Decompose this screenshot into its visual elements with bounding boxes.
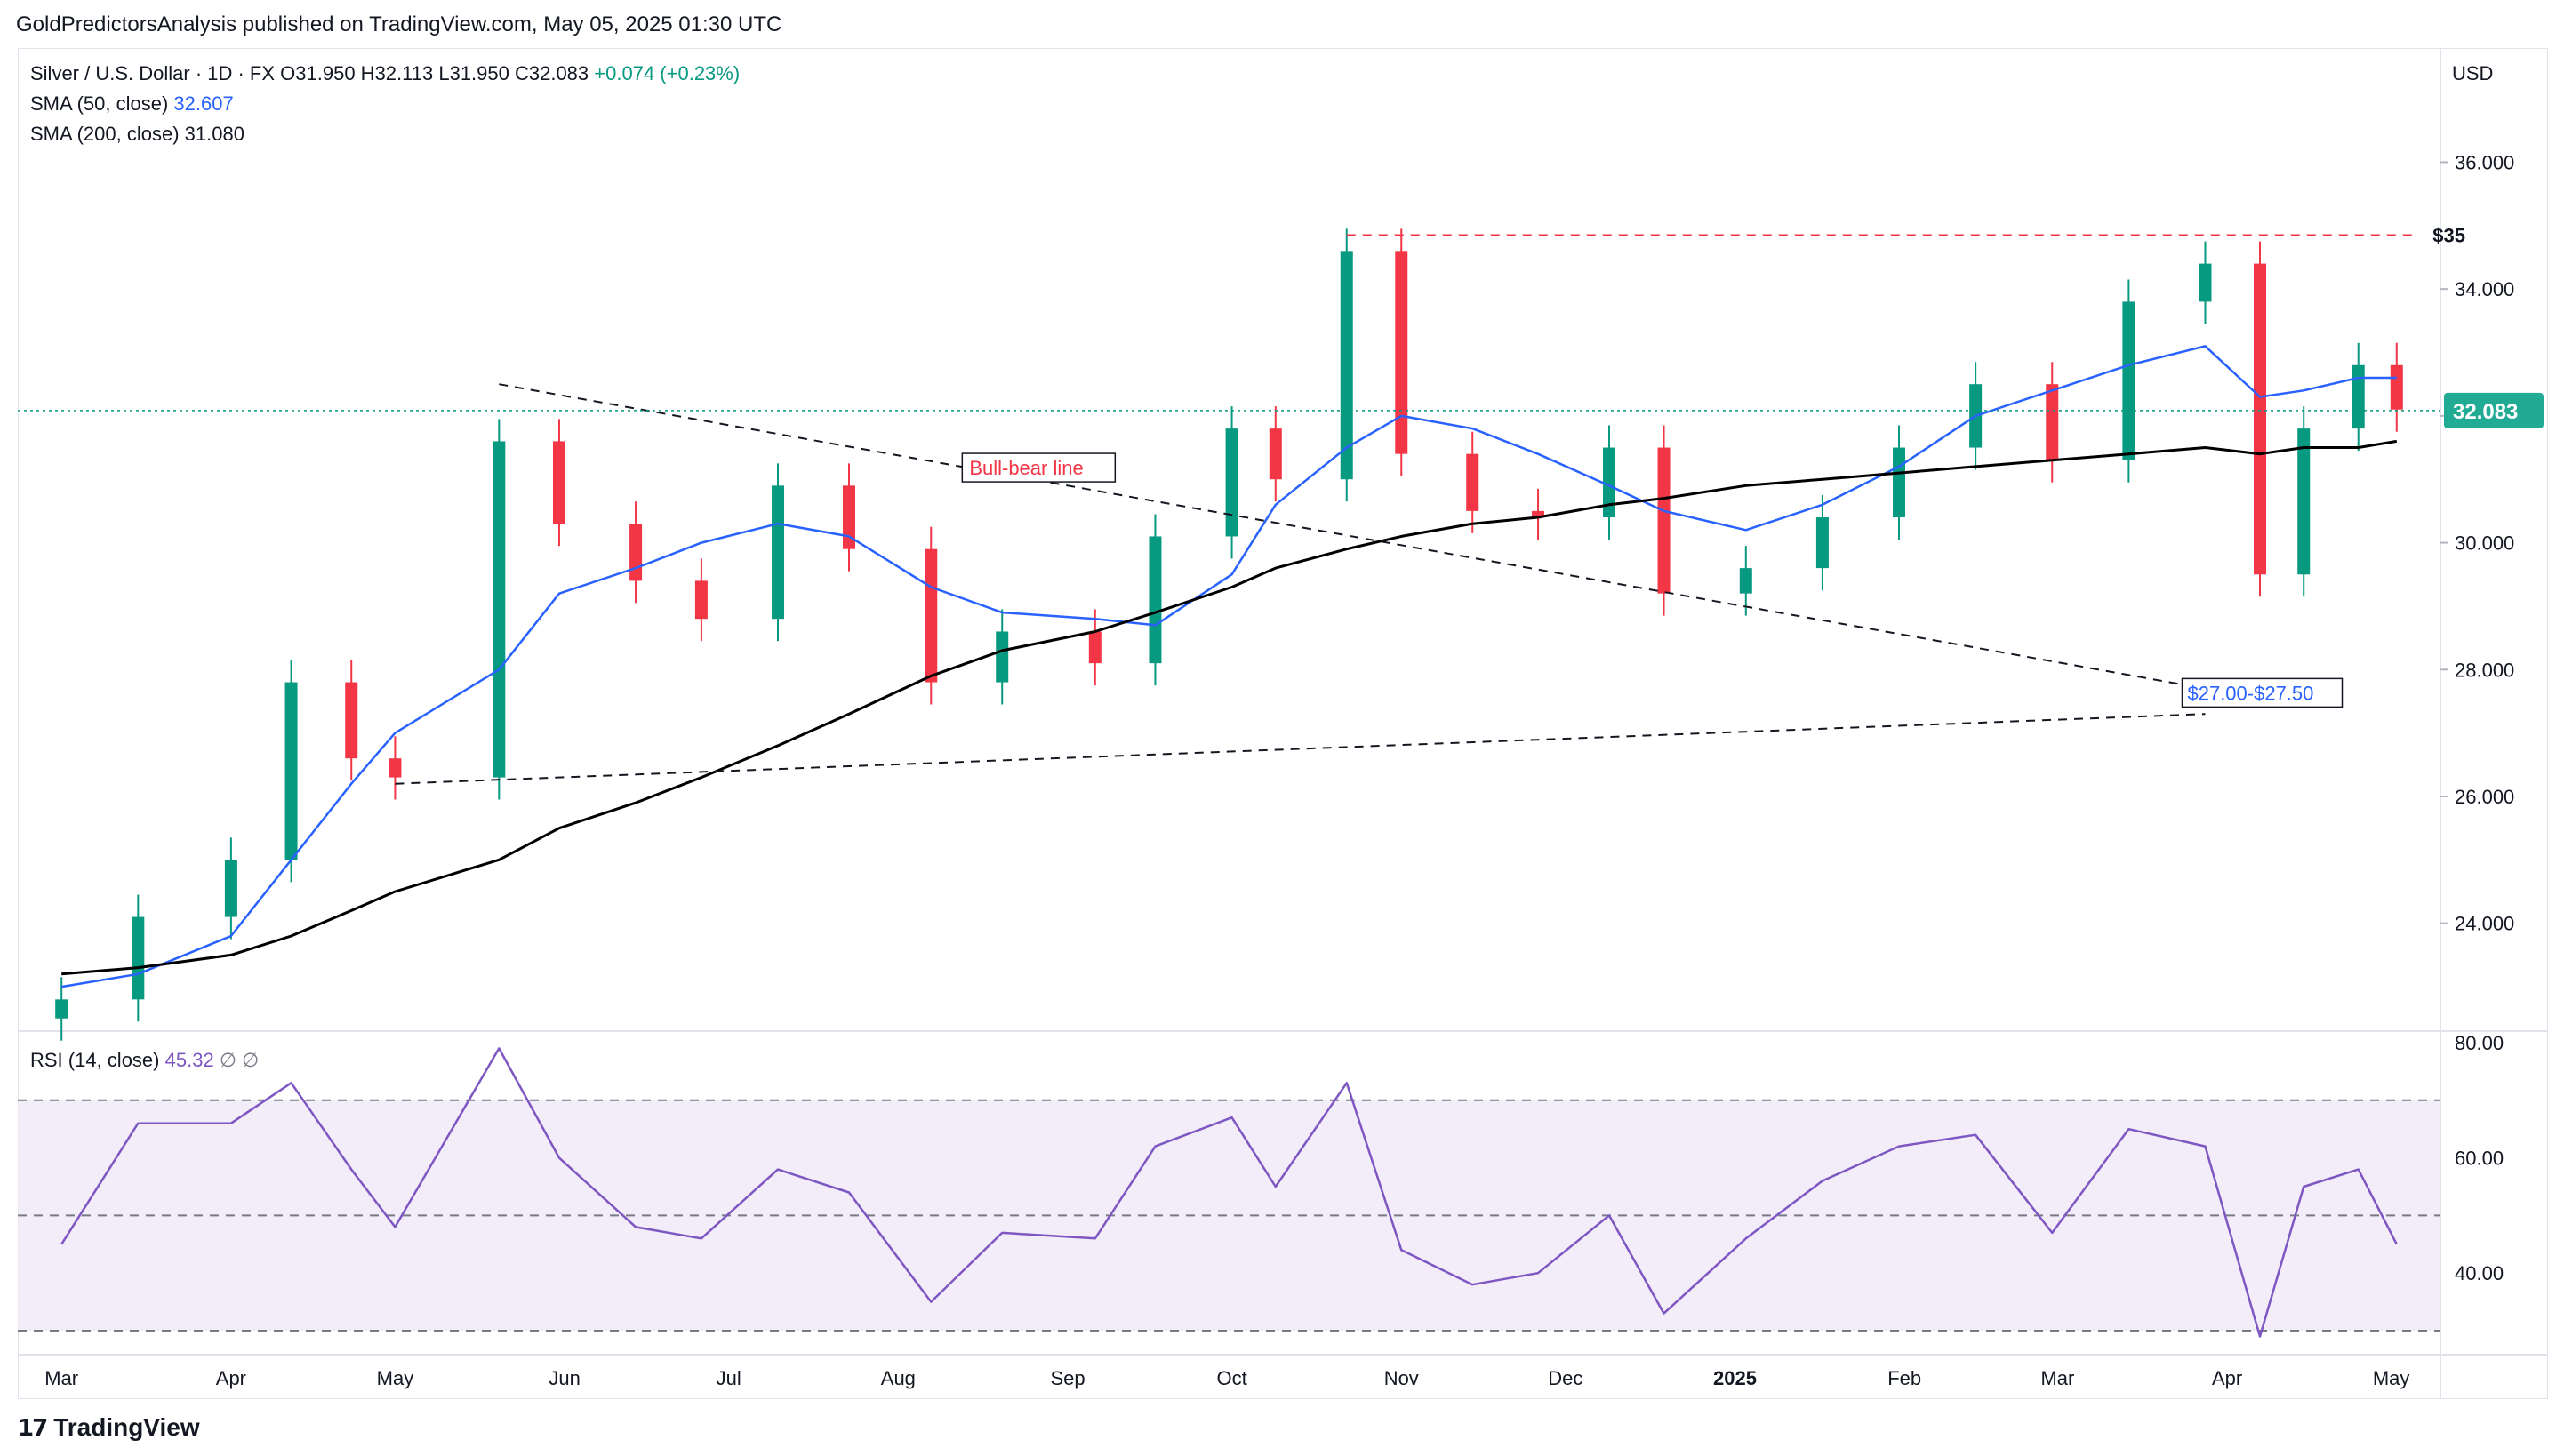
legend-sma200-row[interactable]: SMA (200, close) 31.080 — [30, 123, 244, 146]
y-tick-label: 30.000 — [2455, 532, 2514, 555]
y-tick-label: 36.000 — [2455, 151, 2514, 173]
candle-body — [996, 631, 1009, 683]
candle-body — [132, 916, 145, 1000]
candle-body — [1603, 447, 1616, 518]
chart-frame — [18, 48, 2548, 1399]
candle-body — [1739, 568, 1752, 594]
legend-symbol-row: Silver / U.S. Dollar · 1D · FX O31.950 H… — [30, 62, 740, 85]
rsi-band — [18, 1100, 2440, 1332]
legend-sma50-row[interactable]: SMA (50, close) 32.607 — [30, 92, 234, 116]
rsi-line — [60, 1047, 2398, 1338]
x-tick-label: Mar — [2040, 1367, 2074, 1389]
x-tick-label: 2025 — [1713, 1367, 1757, 1389]
legend-sma200-value: 31.080 — [184, 123, 244, 145]
publisher-header: GoldPredictorsAnalysis published on Trad… — [16, 12, 782, 36]
x-tick-label: Apr — [2212, 1367, 2242, 1389]
x-tick-label: Dec — [1548, 1367, 1582, 1389]
candle-body — [2199, 263, 2212, 302]
legend-symbol[interactable]: Silver / U.S. Dollar · 1D · FX — [30, 62, 276, 84]
candle-body — [772, 485, 785, 620]
legend-rsi-label: RSI (14, close) — [30, 1049, 160, 1071]
support-label: $27.00-$27.50 — [2187, 682, 2313, 704]
x-tick-label: Sep — [1050, 1367, 1085, 1389]
candle-body — [1466, 453, 1479, 511]
legend-ohlc: O31.950 H32.113 L31.950 C32.083 — [280, 62, 589, 84]
candle-body — [1149, 536, 1162, 664]
legend-change: +0.074 (+0.23%) — [594, 62, 741, 84]
candle-body — [1340, 251, 1353, 480]
footer-brand-text: TradingView — [53, 1413, 200, 1441]
legend-sma200-label: SMA (200, close) — [30, 123, 180, 145]
x-tick-label: Oct — [1216, 1367, 1246, 1389]
x-tick-label: May — [377, 1367, 414, 1389]
candle-body — [1815, 517, 1829, 569]
legend-rsi-value: 45.32 — [164, 1049, 214, 1071]
candle-body — [2122, 301, 2135, 460]
x-tick-label: Apr — [216, 1367, 246, 1389]
sma50-line — [60, 345, 2397, 988]
candle-body — [1893, 447, 1906, 518]
footer-brand[interactable]: 𝟭𝟳 TradingView — [18, 1413, 200, 1442]
candle-body — [1225, 428, 1238, 537]
y-tick-label: 34.000 — [2455, 278, 2514, 300]
rsi-y-tick-label: 60.00 — [2455, 1148, 2504, 1170]
candle-body — [55, 999, 68, 1019]
candle-body — [345, 682, 358, 759]
candle-body — [1395, 251, 1408, 454]
y-tick-label: 24.000 — [2455, 913, 2514, 935]
tradingview-logo-icon: 𝟭𝟳 — [18, 1413, 48, 1441]
candle-body — [552, 441, 565, 524]
rsi-y-tick-label: 80.00 — [2455, 1032, 2504, 1054]
candle-body — [284, 682, 298, 860]
candle-body — [2390, 364, 2403, 410]
candle-body — [1657, 447, 1671, 594]
candle-body — [224, 860, 237, 917]
x-tick-label: Mar — [44, 1367, 78, 1389]
x-tick-label: Feb — [1887, 1367, 1921, 1389]
support-trendline — [395, 713, 2206, 785]
candle-body — [2297, 428, 2311, 575]
x-tick-label: Jun — [549, 1367, 580, 1389]
legend-rsi-extra: ∅ ∅ — [219, 1049, 260, 1071]
candle-body — [842, 485, 855, 549]
x-tick-label: Aug — [881, 1367, 916, 1389]
candle-body — [1088, 631, 1102, 664]
candle-body — [2254, 263, 2267, 575]
sma200-line — [61, 439, 2398, 976]
support-label-box — [2181, 677, 2344, 708]
legend-sma50-label: SMA (50, close) — [30, 92, 169, 115]
x-tick-label: Nov — [1384, 1367, 1419, 1389]
candle-body — [1269, 428, 1282, 480]
legend-sma50-value: 32.607 — [173, 92, 234, 115]
bull-bear-label-box — [961, 452, 1117, 483]
candle-body — [694, 580, 708, 620]
candle-body — [2352, 364, 2365, 429]
currency-label[interactable]: USD — [2452, 62, 2494, 84]
y-tick-label: 28.000 — [2455, 659, 2514, 681]
candle-body — [2046, 384, 2059, 460]
candle-body — [629, 524, 643, 581]
bull-bear-label: Bull-bear line — [969, 457, 1083, 479]
resistance-label: $35 — [2432, 224, 2465, 246]
x-tick-label: Jul — [717, 1367, 741, 1389]
rsi-y-tick-label: 40.00 — [2455, 1262, 2504, 1284]
candle-body — [925, 548, 938, 683]
y-tick-label: 26.000 — [2455, 786, 2514, 808]
candle-body — [493, 441, 506, 778]
candle-body — [389, 758, 402, 778]
legend-rsi-row[interactable]: RSI (14, close) 45.32 ∅ ∅ — [30, 1049, 259, 1072]
last-price-label: 32.083 — [2453, 400, 2518, 424]
bull-bear-trendline — [499, 383, 2206, 690]
x-tick-label: May — [2373, 1367, 2410, 1389]
candle-body — [1532, 510, 1545, 518]
last-price-tag — [2444, 392, 2544, 428]
